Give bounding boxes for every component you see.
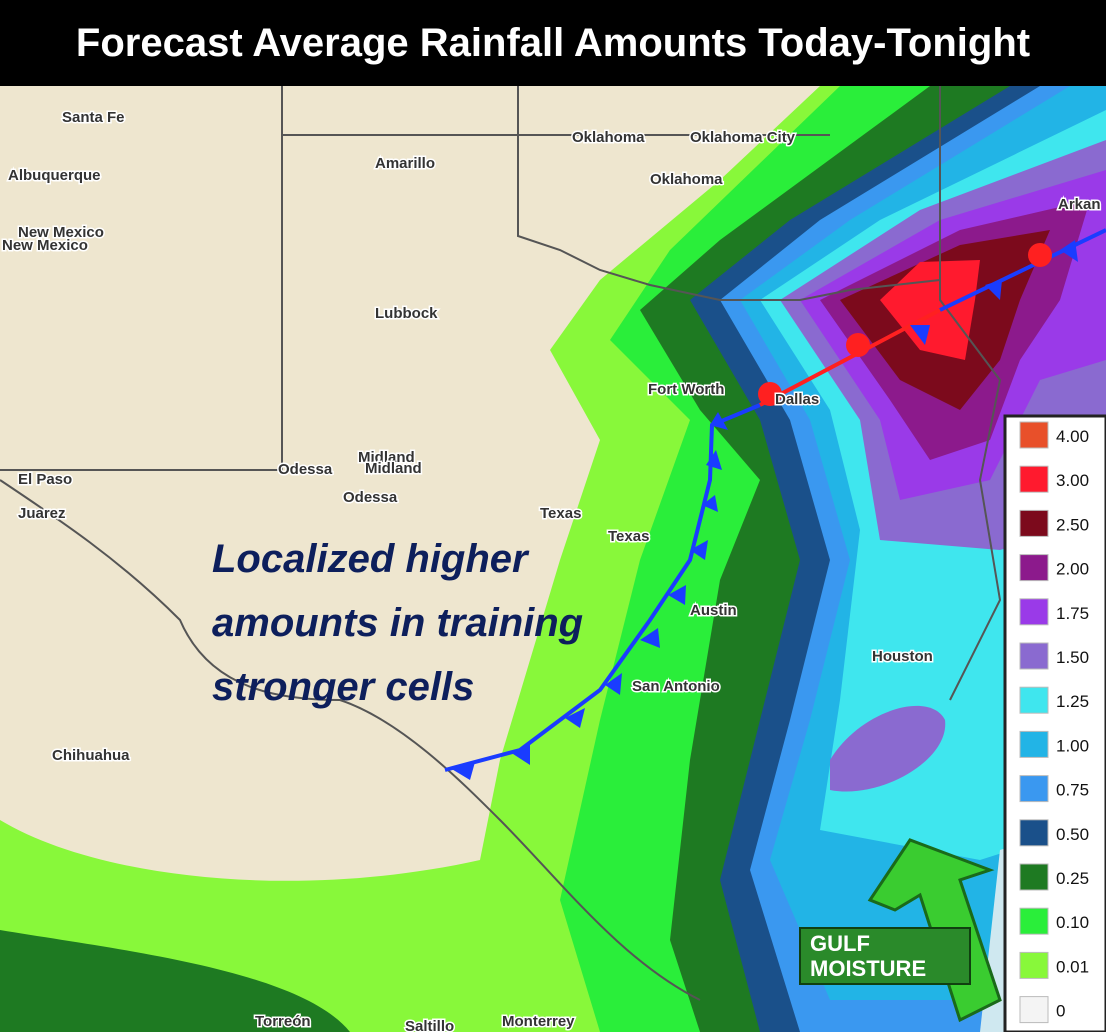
state-label: New Mexico [18,224,104,241]
legend-swatch [1019,907,1049,935]
legend-label: 1.75 [1056,604,1089,623]
state-label: Oklahoma [572,129,645,146]
title-bar [0,0,1106,86]
city-label: Saltillo [405,1018,454,1032]
city-label: San Antonio [632,678,720,695]
city-label: Fort Worth [648,381,724,398]
city-label: Houston [872,648,933,665]
city-label: Amarillo [375,155,435,172]
city-label: Oklahoma City [690,129,796,146]
legend-swatch [1019,554,1049,582]
annotation: stronger cells [212,665,474,709]
state-label: Arkan [1058,196,1101,213]
legend-label: 2.50 [1056,515,1089,534]
legend-swatch [1019,465,1049,493]
city-label: Monterrey [502,1013,575,1030]
city-label: Midland [365,460,422,477]
city-label: Juarez [18,505,66,522]
legend-label: 4.00 [1056,427,1089,446]
legend-label: 0.25 [1056,869,1089,888]
annotation: Localized higher [212,537,530,581]
legend-label: 0.01 [1056,957,1089,976]
legend-swatch [1019,509,1049,537]
legend-swatch [1019,421,1049,449]
city-label: Chihuahua [52,747,130,764]
legend-label: 2.00 [1056,560,1089,579]
legend-label: 0 [1056,1002,1065,1021]
city-labels: Santa Fe Albuquerque New Mexico New Mexi… [1,108,1103,1032]
city-label: Odessa [343,489,398,506]
legend-swatch [1019,775,1049,803]
state-label: New Mexico [2,237,88,254]
legend-swatch [1019,819,1049,847]
city-label: Austin [690,602,737,619]
legend-swatch [1019,863,1049,891]
city-label: Odessa [278,461,333,478]
legend-swatch [1019,598,1049,626]
legend-label: 1.00 [1056,736,1089,755]
legend-label: 0.75 [1056,781,1089,800]
badge-text: GULF [810,931,870,956]
legend-label: 0.50 [1056,825,1089,844]
legend-label: 1.25 [1056,692,1089,711]
rainfall-contours [0,86,1106,1032]
legend-label: 0.10 [1056,913,1089,932]
city-label: Midland [358,449,415,466]
legend-swatch [1019,686,1049,714]
legend-swatch [1019,642,1049,670]
title: Forecast Average Rainfall Amounts Today-… [76,21,1030,65]
legend-swatch [1019,996,1049,1024]
legend: 4.00 3.00 2.50 2.00 1.75 1.50 1.25 1.00 0.75 0.50… [1003,414,1106,1032]
badge-text: MOISTURE [810,956,926,981]
city-label: Dallas [775,391,819,408]
state-label: Oklahoma [650,171,723,188]
legend-label: 3.00 [1056,471,1089,490]
gulf-moisture-badge: GULF MOISTURE [799,838,1002,1023]
state-label: Texas [608,528,649,545]
annotation: amounts in training [212,601,583,645]
borders [0,86,1002,1001]
cold-front [444,228,1106,780]
state-label: Texas [540,505,581,522]
city-label: Albuquerque [8,167,101,184]
city-label: Lubbock [375,305,438,322]
legend-swatch [1019,951,1049,979]
city-label: Torreón [255,1013,311,1030]
city-label: El Paso [18,471,72,488]
legend-swatch [1019,730,1049,758]
city-label: Santa Fe [62,109,125,126]
legend-label: 1.50 [1056,648,1089,667]
